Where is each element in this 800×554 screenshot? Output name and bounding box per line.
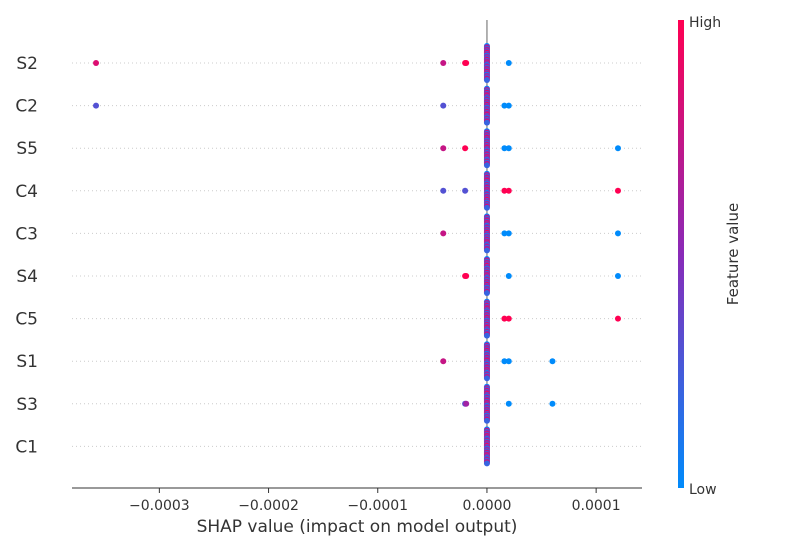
colorbar-low-label: Low	[689, 482, 717, 498]
shap-point-s3	[549, 400, 556, 407]
x-tick-label: 0.0001	[572, 498, 621, 514]
shap-point-s5	[501, 145, 508, 152]
colorbar-gradient	[678, 20, 684, 488]
x-tick-label: 0.0000	[462, 498, 511, 514]
shap-point-c2	[501, 102, 508, 109]
shap-point-s1	[501, 358, 508, 365]
shap-point-s5	[505, 145, 512, 152]
shap-point-c1	[483, 460, 490, 467]
y-tick-label-s5: S5	[16, 139, 38, 159]
shap-point-c5	[483, 332, 490, 339]
shap-point-s2	[483, 77, 490, 83]
shap-point-c4	[614, 187, 621, 194]
shap-point-c3	[614, 230, 621, 237]
shap-point-s2	[93, 60, 100, 66]
y-tick-label-c5: C5	[15, 310, 38, 330]
shap-point-c2	[440, 102, 447, 109]
shap-point-s4	[505, 273, 512, 279]
shap-point-s2	[440, 60, 447, 66]
shap-point-s5	[614, 145, 621, 152]
y-tick-label-s1: S1	[16, 352, 38, 372]
x-tick-label: −0.0002	[238, 498, 299, 514]
shap-point-s1	[440, 358, 447, 365]
shap-point-c5	[501, 315, 508, 322]
shap-point-c2	[505, 102, 512, 109]
shap-point-s5	[483, 162, 490, 169]
shap-point-c4	[483, 204, 490, 211]
y-tick-label-s3: S3	[16, 395, 38, 415]
grid-lines	[72, 62, 642, 447]
y-tick-label-c3: C3	[15, 224, 38, 244]
x-tick-label: −0.0001	[347, 498, 408, 514]
shap-point-c4	[440, 187, 447, 194]
shap-point-s4	[614, 273, 621, 279]
shap-point-c3	[483, 247, 490, 254]
shap-point-s2	[505, 60, 512, 66]
colorbar-title: Feature value	[724, 203, 742, 305]
y-axis: S2 C2 S5 C4 C3 S4 C5 S1 S3 C1	[15, 54, 38, 457]
shap-point-c3	[501, 230, 508, 237]
y-tick-label-s2: S2	[16, 54, 38, 74]
shap-point-s3	[505, 400, 512, 407]
shap-point-s2	[463, 60, 470, 66]
colorbar-high-label: High	[689, 15, 721, 31]
shap-point-c2	[93, 102, 100, 109]
shap-point-s4	[463, 273, 470, 279]
shap-point-c4	[462, 187, 469, 194]
shap-point-c3	[505, 230, 512, 237]
shap-point-c3	[440, 230, 447, 237]
shap-point-c5	[505, 315, 512, 322]
y-tick-label-c1: C1	[15, 437, 38, 457]
shap-point-s1	[483, 375, 490, 382]
y-tick-label-c4: C4	[15, 182, 38, 202]
y-tick-label-s4: S4	[16, 267, 38, 287]
shap-point-s1	[549, 358, 556, 365]
scatter-points	[93, 43, 621, 467]
x-axis: −0.0003 −0.0002 −0.0001 0.0000 0.0001	[72, 487, 642, 514]
x-tick-label: −0.0003	[129, 498, 190, 514]
shap-point-s5	[462, 145, 469, 152]
shap-point-c2	[483, 119, 490, 126]
y-tick-label-c2: C2	[15, 97, 38, 117]
shap-point-s3	[483, 417, 490, 424]
shap-point-s5	[440, 145, 447, 152]
shap-point-s3	[463, 400, 470, 407]
shap-point-s1	[505, 358, 512, 365]
x-axis-label: SHAP value (impact on model output)	[197, 517, 518, 537]
shap-point-c4	[505, 187, 512, 194]
shap-point-s4	[483, 290, 490, 296]
colorbar: High Low Feature value	[678, 15, 742, 498]
shap-point-c5	[614, 315, 621, 322]
shap-point-c4	[501, 187, 508, 194]
